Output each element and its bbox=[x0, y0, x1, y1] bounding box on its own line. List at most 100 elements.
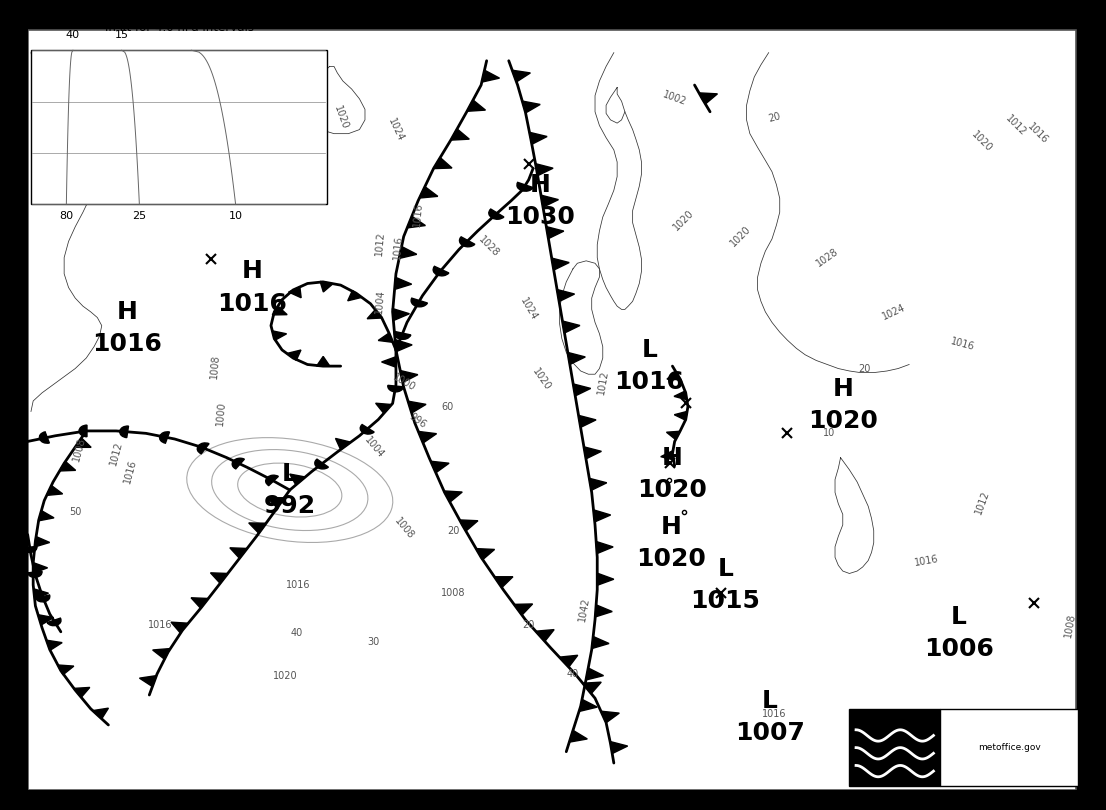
Text: 1016: 1016 bbox=[614, 370, 685, 394]
Polygon shape bbox=[395, 277, 411, 289]
Wedge shape bbox=[119, 426, 128, 437]
Polygon shape bbox=[586, 668, 604, 680]
Text: L: L bbox=[951, 605, 967, 629]
Text: L: L bbox=[641, 338, 657, 362]
Polygon shape bbox=[482, 70, 500, 82]
Text: H: H bbox=[662, 446, 682, 470]
Wedge shape bbox=[361, 424, 374, 434]
Wedge shape bbox=[35, 595, 50, 602]
Polygon shape bbox=[58, 665, 74, 675]
Polygon shape bbox=[33, 589, 49, 599]
Polygon shape bbox=[514, 604, 533, 615]
Polygon shape bbox=[289, 287, 301, 298]
Polygon shape bbox=[584, 447, 602, 459]
Text: 1002: 1002 bbox=[661, 90, 688, 108]
Text: 40: 40 bbox=[66, 30, 80, 40]
Text: 1008: 1008 bbox=[392, 515, 416, 541]
Wedge shape bbox=[79, 425, 87, 437]
Polygon shape bbox=[407, 216, 426, 228]
Wedge shape bbox=[159, 432, 169, 443]
Text: 1016: 1016 bbox=[123, 458, 138, 484]
Polygon shape bbox=[419, 186, 438, 198]
Text: 1016: 1016 bbox=[286, 580, 311, 590]
Polygon shape bbox=[153, 649, 170, 659]
Text: 60N: 60N bbox=[9, 96, 29, 107]
Text: 1020: 1020 bbox=[273, 671, 298, 681]
Text: 1020: 1020 bbox=[636, 547, 707, 571]
Polygon shape bbox=[592, 637, 609, 649]
Polygon shape bbox=[597, 573, 614, 586]
Text: H: H bbox=[661, 514, 681, 539]
Text: 10: 10 bbox=[229, 211, 242, 220]
Polygon shape bbox=[541, 195, 559, 207]
Text: 992: 992 bbox=[263, 494, 316, 518]
Text: 1012: 1012 bbox=[596, 369, 609, 395]
Polygon shape bbox=[567, 352, 585, 365]
Polygon shape bbox=[611, 741, 627, 753]
Bar bbox=[1078, 0, 1106, 810]
Polygon shape bbox=[367, 309, 382, 319]
Bar bbox=[0, 0, 1106, 20]
Text: L: L bbox=[762, 688, 778, 713]
Text: H: H bbox=[117, 300, 137, 324]
Wedge shape bbox=[28, 571, 42, 578]
Bar bbox=[849, 709, 940, 786]
Text: 25: 25 bbox=[133, 211, 146, 220]
Text: 1012: 1012 bbox=[1003, 113, 1027, 138]
Text: 1016: 1016 bbox=[1025, 122, 1050, 146]
Wedge shape bbox=[315, 459, 328, 469]
Text: 1020: 1020 bbox=[970, 130, 994, 154]
Text: 1028: 1028 bbox=[814, 246, 841, 269]
Polygon shape bbox=[75, 438, 91, 447]
Text: 1020: 1020 bbox=[729, 224, 753, 249]
Wedge shape bbox=[232, 458, 244, 469]
Text: H: H bbox=[530, 173, 550, 197]
Text: metoffice.gov: metoffice.gov bbox=[978, 743, 1041, 752]
Text: 1016: 1016 bbox=[148, 620, 173, 630]
Wedge shape bbox=[40, 432, 50, 443]
Polygon shape bbox=[378, 333, 393, 343]
Text: 996: 996 bbox=[408, 411, 428, 431]
Text: 80: 80 bbox=[60, 211, 73, 220]
Text: L: L bbox=[282, 462, 298, 486]
Polygon shape bbox=[583, 682, 602, 693]
Text: 1008: 1008 bbox=[209, 353, 220, 379]
Polygon shape bbox=[210, 573, 228, 583]
Text: H: H bbox=[833, 377, 853, 401]
Polygon shape bbox=[667, 431, 680, 440]
Text: 20: 20 bbox=[447, 526, 460, 535]
Text: 10: 10 bbox=[823, 428, 836, 438]
Polygon shape bbox=[476, 548, 494, 560]
Text: 1020: 1020 bbox=[637, 478, 708, 502]
Polygon shape bbox=[601, 711, 619, 723]
Text: 1007: 1007 bbox=[734, 721, 805, 745]
Polygon shape bbox=[674, 391, 687, 400]
Text: 1012: 1012 bbox=[375, 230, 386, 256]
Polygon shape bbox=[596, 541, 613, 553]
Polygon shape bbox=[46, 485, 63, 496]
Polygon shape bbox=[595, 605, 613, 617]
Polygon shape bbox=[347, 291, 362, 301]
Text: in kt for 4.0 hPa intervals: in kt for 4.0 hPa intervals bbox=[105, 21, 253, 34]
Text: 1020: 1020 bbox=[671, 208, 696, 232]
Polygon shape bbox=[46, 640, 62, 650]
Text: 1000: 1000 bbox=[390, 372, 417, 393]
Polygon shape bbox=[675, 411, 687, 420]
Text: 20: 20 bbox=[858, 364, 872, 373]
Text: 30: 30 bbox=[367, 637, 380, 646]
Text: 50N: 50N bbox=[9, 147, 29, 158]
Polygon shape bbox=[580, 699, 597, 711]
Polygon shape bbox=[459, 520, 478, 531]
Polygon shape bbox=[39, 510, 54, 521]
Polygon shape bbox=[660, 451, 674, 460]
Text: 1042: 1042 bbox=[577, 596, 591, 622]
Text: 1024: 1024 bbox=[880, 302, 907, 322]
Polygon shape bbox=[467, 100, 486, 111]
Text: 50: 50 bbox=[69, 507, 82, 517]
Text: 1020: 1020 bbox=[807, 409, 878, 433]
Polygon shape bbox=[530, 132, 547, 144]
Wedge shape bbox=[394, 331, 410, 339]
Polygon shape bbox=[393, 309, 409, 321]
Text: 1015: 1015 bbox=[690, 589, 761, 613]
Text: 60: 60 bbox=[441, 402, 455, 411]
